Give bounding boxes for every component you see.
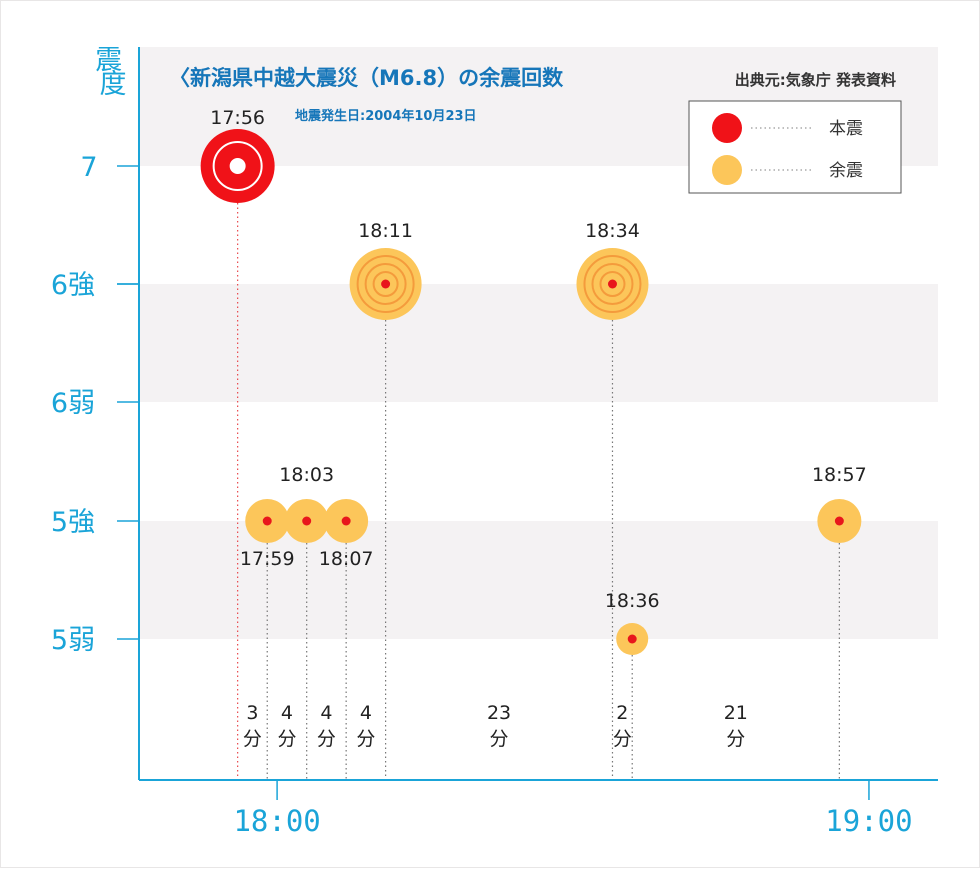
interval-value-1: 3 — [246, 702, 258, 724]
marker-core-1756 — [229, 158, 246, 174]
marker-1811 — [349, 248, 422, 320]
y-axis-title: 震 度 — [95, 45, 131, 100]
interval-value-2: 4 — [281, 702, 293, 724]
marker-dot-1807 — [341, 516, 351, 526]
band-row-2 — [140, 284, 938, 402]
marker-dot-1811 — [381, 279, 391, 289]
marker-dot-1759 — [262, 516, 272, 526]
time-label-1756: 17:56 — [210, 107, 265, 129]
marker-dot-1836 — [627, 634, 637, 644]
legend-marker-1 — [712, 113, 742, 143]
time-label-1759: 17:59 — [240, 548, 295, 570]
y-axis-ticks: 5弱 5強 6弱 6強 7 — [51, 152, 139, 656]
marker-ring-2-1834 — [591, 263, 634, 305]
source-note: 出典元:気象庁 発表資料 — [735, 71, 896, 89]
legend-label-1: 本震 — [829, 119, 863, 139]
marker-1857 — [817, 499, 862, 543]
interval-value-5: 23 — [487, 702, 511, 724]
interval-unit-4: 分 — [356, 728, 375, 750]
marker-1803 — [284, 499, 329, 543]
marker-1836 — [616, 623, 649, 655]
marker-1756 — [200, 129, 275, 203]
legend-marker-2 — [712, 155, 742, 185]
interval-unit-6: 分 — [613, 728, 632, 750]
time-label-1811: 18:11 — [358, 220, 413, 242]
marker-1834 — [576, 248, 649, 320]
marker-ring-1756 — [212, 141, 263, 191]
interval-value-6: 2 — [616, 702, 628, 724]
time-labels: 17:56 17:59 18:03 18:07 18:11 18:34 18:36 18:57 — [210, 107, 866, 612]
quake-markers — [200, 129, 862, 655]
interval-unit-2: 分 — [277, 728, 296, 750]
marker-dot-1857 — [834, 516, 844, 526]
interval-unit-1: 分 — [243, 728, 262, 750]
time-label-1807: 18:07 — [319, 548, 374, 570]
interval-unit-3: 分 — [317, 728, 336, 750]
interval-value-4: 4 — [360, 702, 372, 724]
y-tick-label-5弱: 5弱 — [51, 625, 95, 656]
marker-dot-1803 — [302, 516, 312, 526]
y-axis-title-char-2: 度 — [100, 69, 127, 100]
marker-ring-2-1811 — [364, 263, 407, 305]
interval-value-7: 21 — [724, 702, 748, 724]
y-axis-title-char-1: 震 — [95, 45, 122, 76]
drop-lines — [237, 203, 840, 780]
marker-ring-3-1834 — [599, 271, 626, 297]
interval-value-3: 4 — [320, 702, 332, 724]
marker-ring-1-1811 — [356, 255, 415, 313]
x-axis-ticks: 18:00 19:00 — [233, 780, 913, 838]
marker-ring-1-1834 — [583, 255, 642, 313]
time-label-1834: 18:34 — [585, 220, 640, 242]
marker-dot-1834 — [607, 279, 617, 289]
y-tick-label-6強: 6強 — [51, 270, 95, 301]
legend-label-2: 余震 — [829, 161, 863, 181]
axes — [138, 47, 938, 781]
interval-unit-7: 分 — [726, 728, 745, 750]
time-label-1857: 18:57 — [812, 464, 867, 486]
interval-unit-5: 分 — [490, 728, 509, 750]
time-label-1836: 18:36 — [605, 590, 660, 612]
x-tick-label-19:00: 19:00 — [825, 804, 912, 838]
chart-title: 〈新潟県中越大震災（M6.8）の余震回数 — [169, 66, 564, 90]
y-tick-label-6弱: 6弱 — [51, 388, 95, 419]
time-label-1803: 18:03 — [279, 464, 334, 486]
y-tick-label-5強: 5強 — [51, 507, 95, 538]
marker-ring-3-1811 — [372, 271, 399, 297]
x-tick-label-18:00: 18:00 — [233, 804, 320, 838]
chart-subtitle: 地震発生日:2004年10月23日 — [295, 108, 477, 124]
marker-1759 — [245, 499, 290, 543]
y-tick-label-7: 7 — [80, 152, 97, 183]
marker-1807 — [324, 499, 369, 543]
